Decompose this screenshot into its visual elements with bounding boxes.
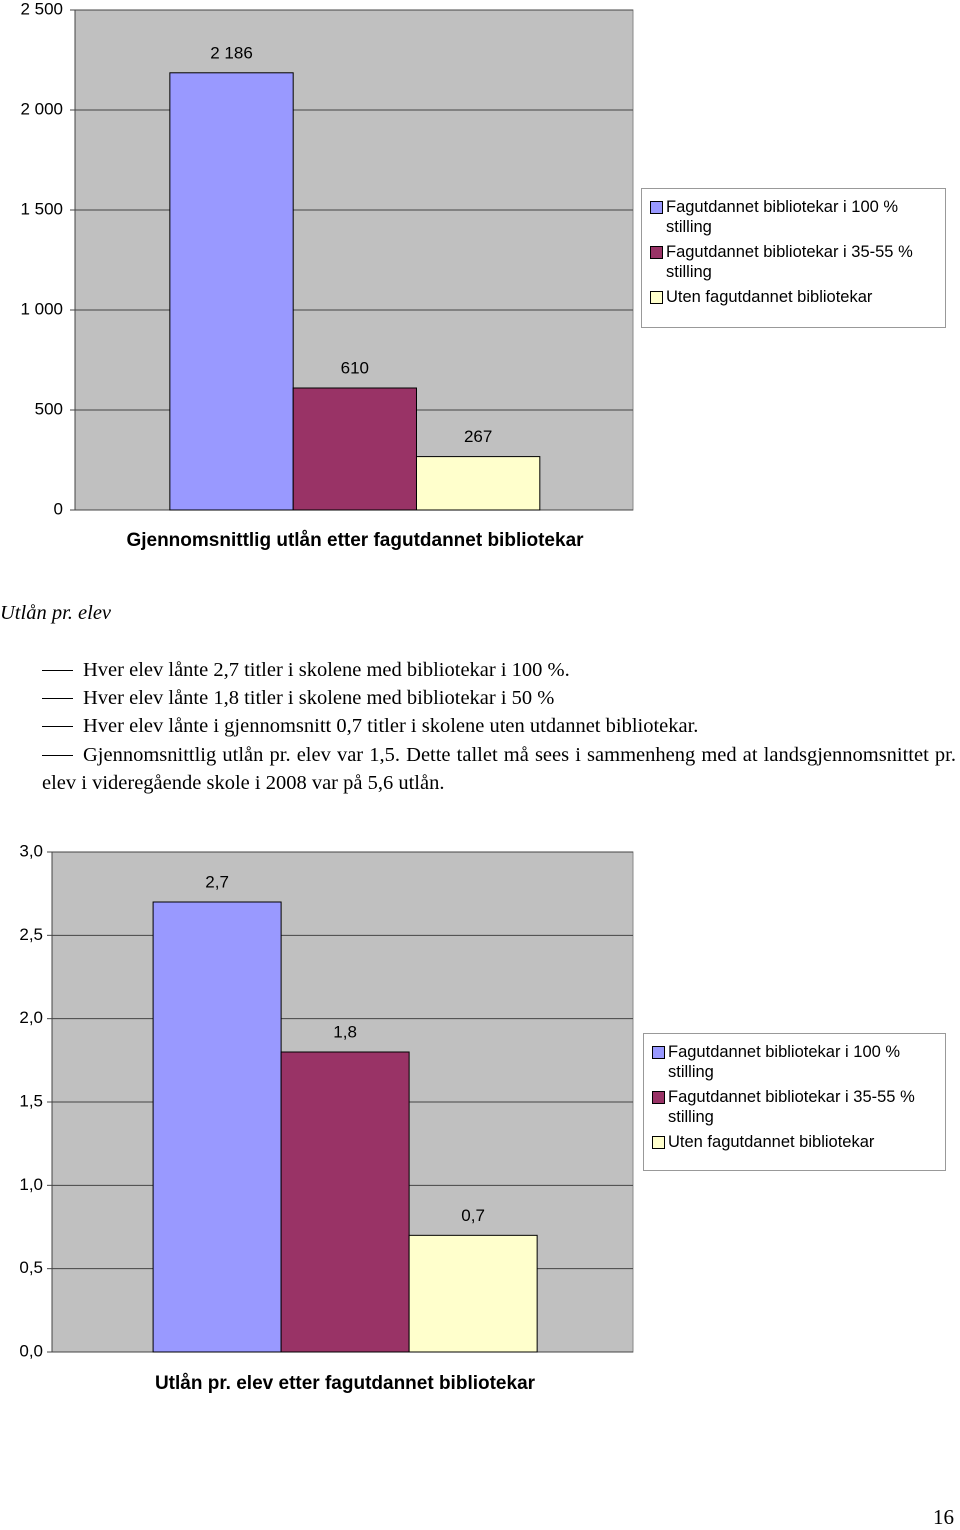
y-tick-label: 0 bbox=[54, 499, 63, 518]
bullet-dash bbox=[42, 755, 73, 756]
legend-label: Fagutdannet bibliotekar i 35-55 % stilli… bbox=[668, 1088, 915, 1126]
bar bbox=[415, 456, 541, 511]
y-tick-label: 500 bbox=[35, 399, 63, 418]
value-label: 2,7 bbox=[205, 872, 229, 891]
y-tick-label: 1,5 bbox=[19, 1091, 43, 1110]
value-label: 0,7 bbox=[461, 1206, 485, 1225]
y-tick-label: 2,5 bbox=[19, 925, 43, 944]
bullet: Hver elev lånte i gjennomsnitt 0,7 title… bbox=[42, 712, 956, 740]
legend-label: Fagutdannet bibliotekar i 100 % stilling bbox=[666, 198, 899, 236]
legend-swatch bbox=[650, 291, 663, 304]
bar bbox=[280, 1051, 410, 1353]
bullet-text: Hver elev lånte 1,8 titler i skolene med… bbox=[83, 687, 555, 709]
legend-item: Fagutdannet bibliotekar i 35-55 % stilli… bbox=[650, 242, 946, 282]
legend-item: Fagutdannet bibliotekar i 35-55 % stilli… bbox=[652, 1087, 948, 1127]
bullet: Hver elev lånte 2,7 titler i skolene med… bbox=[42, 656, 956, 684]
y-tick-label: 2,0 bbox=[19, 1008, 43, 1027]
legend: Fagutdannet bibliotekar i 100 % stilling… bbox=[643, 1033, 946, 1171]
legend: Fagutdannet bibliotekar i 100 % stilling… bbox=[641, 188, 946, 328]
legend-swatch bbox=[650, 201, 663, 214]
legend-item: Uten fagutdannet bibliotekar bbox=[652, 1132, 948, 1152]
y-tick-label: 2 000 bbox=[20, 99, 63, 118]
y-tick-label: 1 000 bbox=[20, 299, 63, 318]
legend-swatch bbox=[652, 1046, 665, 1059]
legend-swatch bbox=[650, 246, 663, 259]
legend-swatch bbox=[652, 1136, 665, 1149]
y-tick-label: 2 500 bbox=[20, 0, 63, 18]
y-tick-label: 0,5 bbox=[19, 1258, 43, 1277]
bar bbox=[152, 901, 282, 1353]
bullet-text: Hver elev lånte 2,7 titler i skolene med… bbox=[83, 659, 570, 681]
legend-item: Fagutdannet bibliotekar i 100 % stilling bbox=[650, 197, 946, 237]
bar bbox=[169, 72, 294, 511]
bullet-dash bbox=[42, 698, 73, 699]
bullet: Gjennomsnittlig utlån pr. elev var 1,5. … bbox=[42, 741, 956, 797]
y-tick-label: 1 500 bbox=[20, 199, 63, 218]
bullet-text: Gjennomsnittlig utlån pr. elev var 1,5. … bbox=[42, 744, 956, 794]
page-number: 16 bbox=[933, 1505, 954, 1529]
chart-title: Gjennomsnittlig utlån etter fagutdannet … bbox=[126, 530, 584, 551]
legend-label: Fagutdannet bibliotekar i 35-55 % stilli… bbox=[666, 243, 913, 281]
legend-item: Uten fagutdannet bibliotekar bbox=[650, 287, 946, 307]
bar bbox=[292, 387, 417, 511]
bullet: Hver elev lånte 1,8 titler i skolene med… bbox=[42, 684, 956, 712]
y-tick-label: 0,0 bbox=[19, 1341, 43, 1360]
value-label: 2 186 bbox=[210, 43, 253, 62]
bullet-dash bbox=[42, 670, 73, 671]
bullet-text: Hver elev lånte i gjennomsnitt 0,7 title… bbox=[83, 715, 699, 737]
chart-title: Utlån pr. elev etter fagutdannet bibliot… bbox=[155, 1373, 536, 1394]
legend-label: Fagutdannet bibliotekar i 100 % stilling bbox=[668, 1043, 901, 1081]
value-label: 1,8 bbox=[333, 1022, 357, 1041]
legend-label: Uten fagutdannet bibliotekar bbox=[666, 288, 873, 306]
y-tick-label: 3,0 bbox=[19, 841, 43, 860]
y-tick-label: 1,0 bbox=[19, 1175, 43, 1194]
bar bbox=[408, 1234, 538, 1353]
legend-label: Uten fagutdannet bibliotekar bbox=[668, 1133, 875, 1151]
legend-swatch bbox=[652, 1091, 665, 1104]
heading: Utlån pr. elev bbox=[0, 602, 112, 624]
legend-item: Fagutdannet bibliotekar i 100 % stilling bbox=[652, 1042, 948, 1082]
bullet-dash bbox=[42, 726, 73, 727]
value-label: 267 bbox=[464, 427, 492, 446]
value-label: 610 bbox=[341, 358, 369, 377]
